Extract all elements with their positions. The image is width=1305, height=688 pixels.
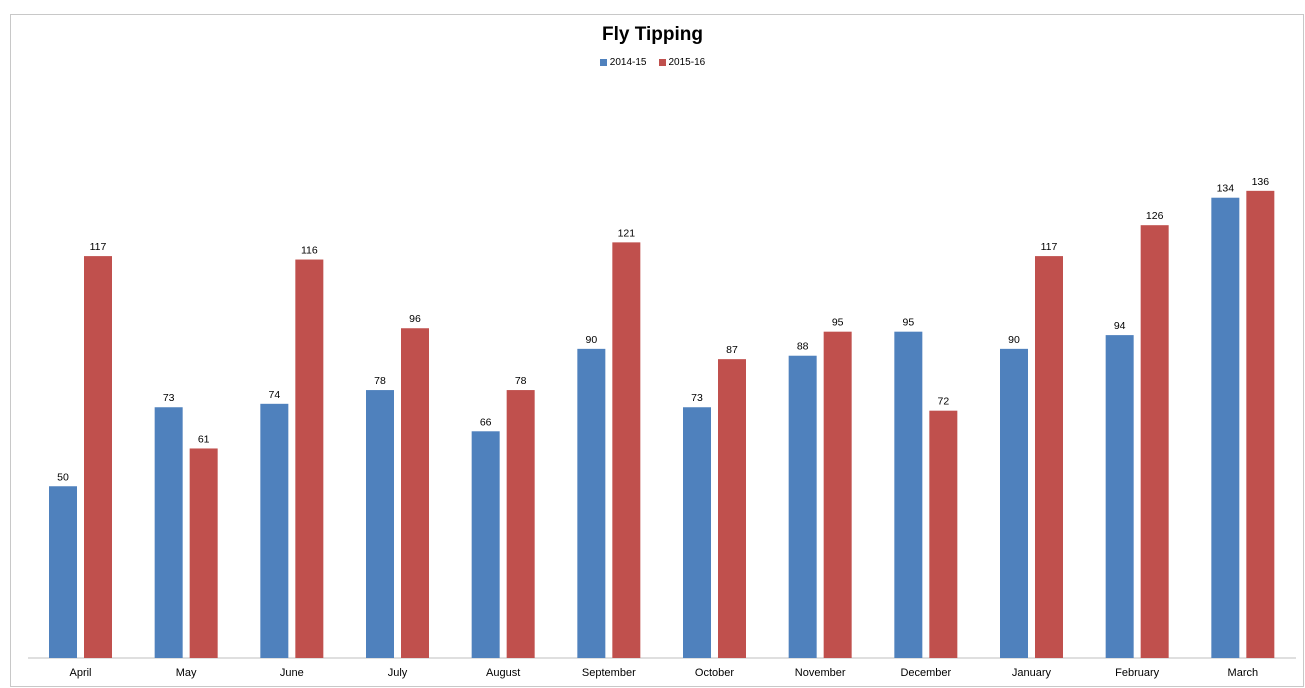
x-tick-label-june: June [280, 667, 304, 679]
data-label-series-1-november: 88 [797, 341, 809, 353]
bar-series-1-may [154, 407, 183, 658]
x-tick-label-april: April [69, 667, 91, 679]
legend-item-series-1: 2014-15 [599, 57, 647, 68]
legend-swatch-series-1 [599, 59, 607, 66]
bar-series-2-september [612, 242, 641, 659]
legend-label-series-1: 2014-15 [609, 57, 647, 68]
data-label-series-2-october: 87 [726, 344, 738, 356]
x-tick-label-may: May [176, 667, 197, 679]
data-label-series-1-october: 73 [691, 392, 703, 404]
data-label-series-1-december: 95 [902, 317, 914, 329]
bar-series-2-november [823, 331, 852, 658]
bar-series-2-october [718, 359, 746, 658]
x-tick-label-december: December [900, 667, 951, 679]
bar-series-1-january [1000, 348, 1028, 658]
bar-series-2-may [189, 448, 218, 658]
data-label-series-2-august: 78 [515, 375, 527, 387]
data-label-series-2-february: 126 [1146, 210, 1164, 222]
data-label-series-1-may: 73 [163, 392, 175, 404]
bar-series-1-october [683, 407, 711, 658]
x-tick-label-february: February [1115, 667, 1160, 679]
x-tick-label-march: March [1228, 667, 1259, 679]
x-tick-label-july: July [388, 667, 408, 679]
data-label-series-1-april: 50 [57, 471, 69, 483]
bar-series-2-april [84, 256, 112, 658]
data-label-series-1-august: 66 [480, 416, 492, 428]
legend-item-series-2: 2015-16 [658, 57, 706, 68]
data-label-series-2-june: 116 [301, 245, 318, 257]
legend-label-series-2: 2015-16 [668, 57, 706, 68]
bar-series-2-march [1246, 190, 1275, 658]
x-tick-label-september: September [582, 667, 636, 679]
data-label-series-2-may: 61 [198, 433, 210, 445]
chart-legend: 2014-15 2015-16 [0, 57, 1305, 68]
bar-series-1-june [260, 403, 289, 658]
data-label-series-2-december: 72 [937, 396, 949, 408]
bar-series-1-august [471, 431, 500, 658]
chart-title: Fly Tipping [602, 24, 703, 45]
data-label-series-1-january: 90 [1008, 334, 1020, 346]
bar-series-1-march [1211, 197, 1240, 658]
bar-series-2-december [929, 410, 958, 658]
data-label-series-2-november: 95 [832, 317, 844, 329]
bar-series-1-april [49, 486, 77, 658]
x-tick-label-august: August [486, 667, 520, 679]
data-label-series-2-january: 117 [1041, 241, 1058, 253]
data-label-series-1-february: 94 [1114, 320, 1126, 332]
x-tick-label-january: January [1012, 667, 1052, 679]
bar-series-1-november [788, 355, 817, 658]
legend-swatch-series-2 [658, 59, 666, 66]
data-label-series-2-september: 121 [618, 227, 636, 239]
bar-series-2-january [1035, 256, 1063, 658]
chart-frame [10, 14, 1304, 687]
bar-series-2-august [506, 390, 535, 658]
bar-series-2-june [295, 259, 324, 658]
bar-series-2-february [1140, 225, 1169, 658]
data-label-series-1-june: 74 [268, 389, 280, 401]
bar-series-1-december [894, 331, 923, 658]
x-tick-label-november: November [795, 667, 846, 679]
data-label-series-1-july: 78 [374, 375, 386, 387]
bar-series-1-july [366, 390, 394, 658]
bar-series-1-september [577, 348, 606, 658]
data-label-series-2-march: 136 [1252, 176, 1270, 188]
data-label-series-1-march: 134 [1217, 183, 1235, 195]
data-label-series-2-april: 117 [90, 241, 107, 253]
data-label-series-1-september: 90 [585, 334, 597, 346]
x-tick-label-october: October [695, 667, 734, 679]
bar-series-1-february [1105, 335, 1134, 658]
bar-series-2-july [401, 328, 429, 658]
data-label-series-2-july: 96 [409, 313, 421, 325]
